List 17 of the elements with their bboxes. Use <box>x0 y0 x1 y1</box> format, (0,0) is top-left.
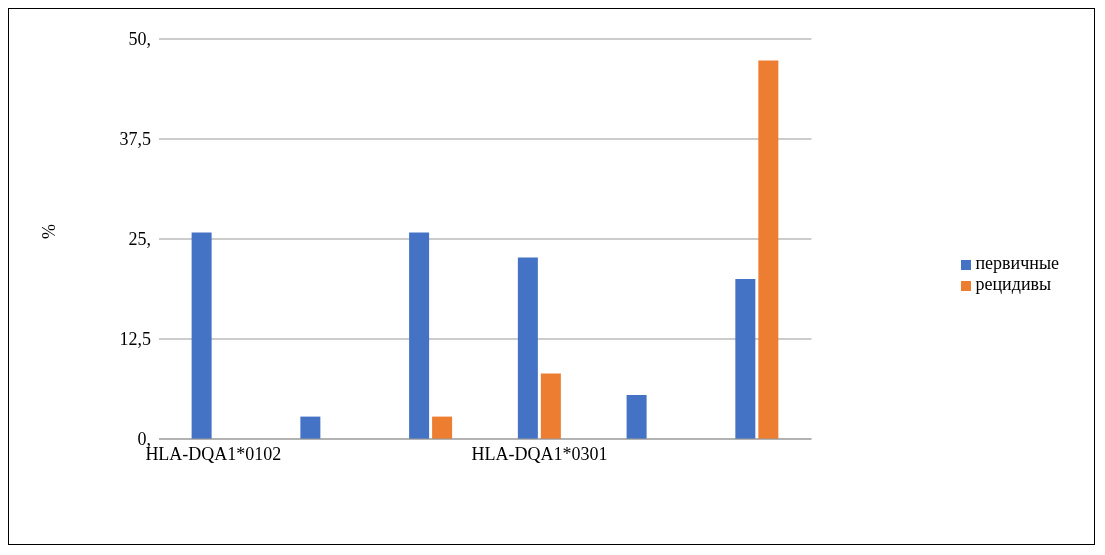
y-tick-label: 37,5 <box>119 129 151 150</box>
legend-label: первичные <box>975 253 1059 273</box>
bar <box>626 395 647 439</box>
bar <box>432 416 453 439</box>
y-tick-label: 25, <box>128 229 151 250</box>
bar <box>758 60 779 439</box>
bar <box>300 416 321 439</box>
bar <box>191 232 212 439</box>
x-tick-label: HLA-DQA1*0301 <box>471 443 608 464</box>
bar <box>735 279 756 439</box>
y-axis-title: % <box>39 224 60 239</box>
y-tick-label: 12,5 <box>119 329 151 350</box>
legend-label: рецидивы <box>975 274 1052 294</box>
bar <box>409 232 430 439</box>
bar <box>540 373 561 439</box>
y-tick-label: 50, <box>128 29 151 50</box>
bar <box>517 257 538 439</box>
